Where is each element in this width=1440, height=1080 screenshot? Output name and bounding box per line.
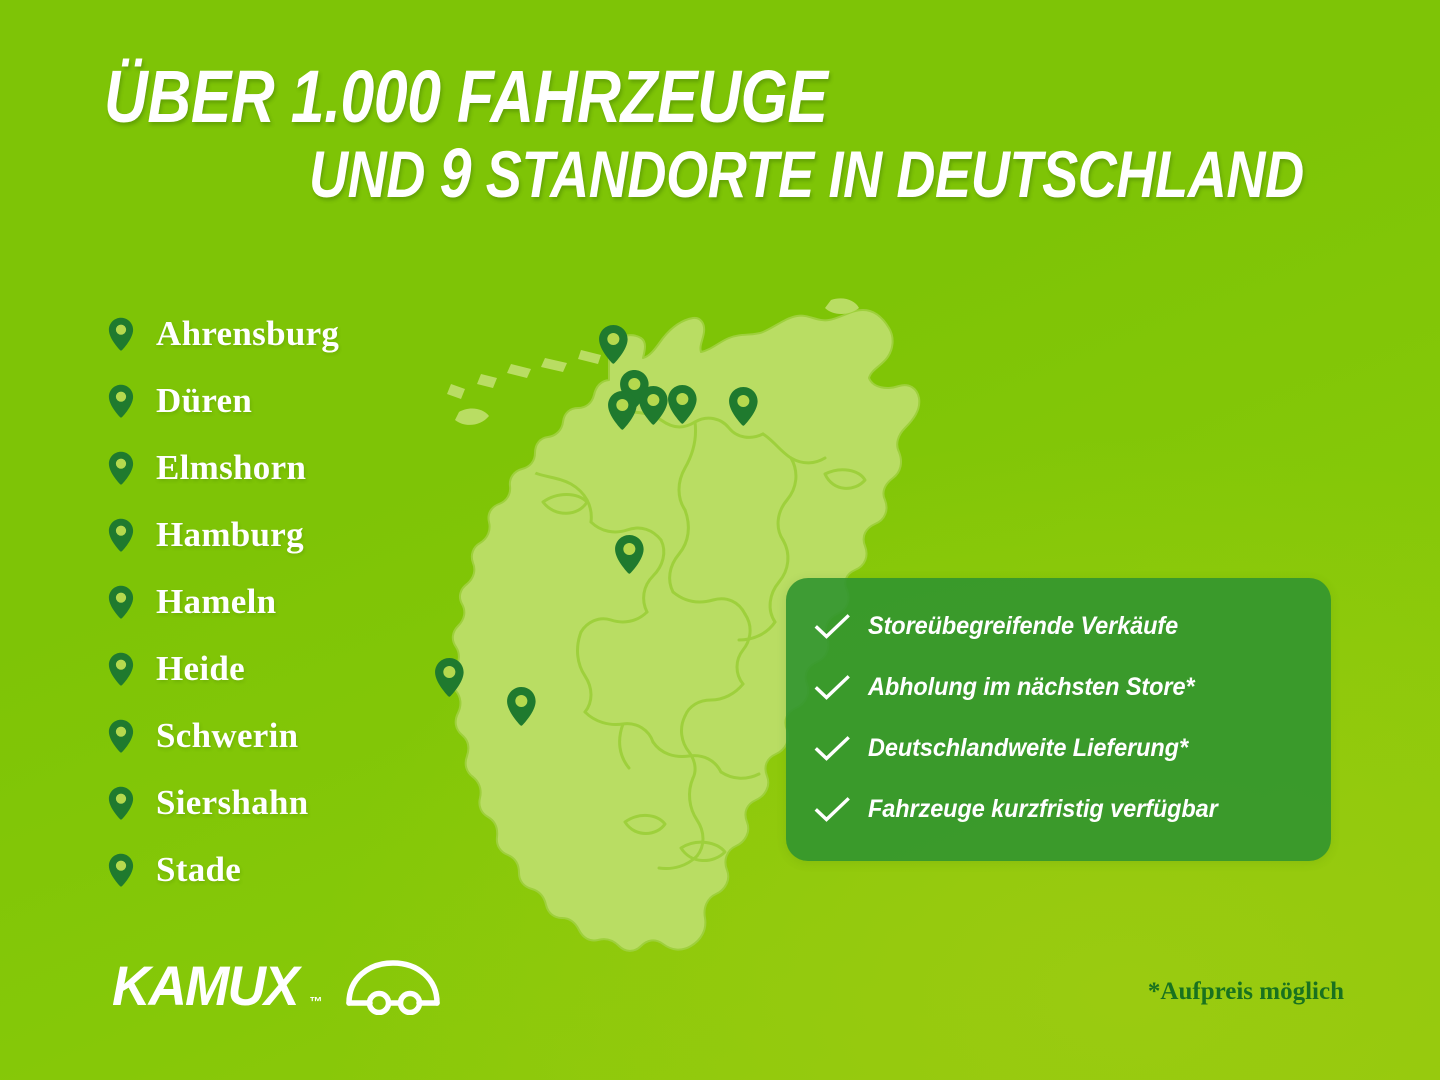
list-item[interactable]: Elmshorn bbox=[108, 434, 438, 501]
benefit-item: Storeübegreifende Verkäufe bbox=[814, 596, 1317, 657]
benefits-panel: Storeübegreifende Verkäufe Abholung im n… bbox=[786, 578, 1331, 861]
list-item[interactable]: Heide bbox=[108, 635, 438, 702]
germany-map bbox=[395, 288, 935, 998]
map-pin-ahrensburg[interactable] bbox=[639, 385, 668, 425]
map-pin-icon bbox=[108, 518, 134, 552]
map-pin-icon bbox=[108, 652, 134, 686]
list-item-label: Hamburg bbox=[156, 514, 304, 554]
trademark-symbol: ™ bbox=[309, 994, 323, 1009]
map-pin-dueren[interactable] bbox=[435, 657, 464, 697]
map-pin-icon bbox=[108, 853, 134, 887]
map-pin-icon bbox=[108, 317, 134, 351]
map-pin-hameln[interactable] bbox=[615, 534, 644, 574]
list-item-label: Heide bbox=[156, 648, 245, 688]
map-pin-icon bbox=[108, 451, 134, 485]
brand-wordmark: KAMUX bbox=[112, 954, 299, 1017]
map-landmass bbox=[447, 298, 921, 952]
list-item[interactable]: Düren bbox=[108, 367, 438, 434]
list-item-label: Stade bbox=[156, 849, 242, 889]
benefit-label: Storeübegreifende Verkäufe bbox=[868, 612, 1179, 640]
list-item[interactable]: Siershahn bbox=[108, 769, 438, 836]
list-item-label: Düren bbox=[156, 380, 253, 420]
list-item[interactable]: Hameln bbox=[108, 568, 438, 635]
list-item[interactable]: Ahrensburg bbox=[108, 300, 438, 367]
list-item-label: Schwerin bbox=[156, 715, 299, 755]
map-pin-icon bbox=[108, 719, 134, 753]
headline-line-1: ÜBER 1.000 FAHRZEUGE bbox=[104, 55, 828, 138]
benefit-item: Fahrzeuge kurzfristig verfügbar bbox=[814, 779, 1317, 840]
list-item[interactable]: Schwerin bbox=[108, 702, 438, 769]
check-icon bbox=[814, 613, 850, 639]
map-pin-group bbox=[435, 324, 758, 726]
map-pin-icon bbox=[108, 786, 134, 820]
list-item-label: Hameln bbox=[156, 581, 277, 621]
benefit-item: Abholung im nächsten Store* bbox=[814, 657, 1317, 718]
benefits-list: Storeübegreifende Verkäufe Abholung im n… bbox=[814, 596, 1317, 840]
map-pin-heide[interactable] bbox=[599, 324, 628, 364]
list-item[interactable]: Hamburg bbox=[108, 501, 438, 568]
list-item-label: Siershahn bbox=[156, 782, 309, 822]
island bbox=[477, 374, 497, 388]
check-icon bbox=[814, 796, 850, 822]
benefit-label: Deutschlandweite Lieferung* bbox=[868, 734, 1188, 762]
car-outline-icon bbox=[346, 960, 441, 1015]
germany-map-svg bbox=[435, 298, 921, 952]
list-item-label: Ahrensburg bbox=[156, 313, 340, 353]
check-icon bbox=[814, 735, 850, 761]
brand-logo[interactable]: KAMUX ™ bbox=[112, 957, 442, 1015]
page-title: ÜBER 1.000 FAHRZEUGE UND 9 STANDORTE IN … bbox=[104, 55, 1384, 208]
benefit-item: Deutschlandweite Lieferung* bbox=[814, 718, 1317, 779]
check-icon bbox=[814, 674, 850, 700]
map-pin-hamburg[interactable] bbox=[668, 384, 697, 424]
headline-line-2: UND 9 STANDORTE IN DEUTSCHLAND bbox=[309, 138, 1304, 208]
location-list: Ahrensburg Düren Elmshorn Hamburg bbox=[108, 300, 438, 903]
benefit-label: Abholung im nächsten Store* bbox=[868, 673, 1195, 701]
island bbox=[447, 384, 465, 399]
island bbox=[455, 408, 489, 425]
list-item-label: Elmshorn bbox=[156, 447, 307, 487]
island bbox=[578, 350, 601, 364]
island bbox=[541, 358, 567, 372]
map-pin-siershahn[interactable] bbox=[507, 686, 536, 726]
island bbox=[507, 364, 531, 378]
map-pin-schwerin[interactable] bbox=[729, 386, 758, 426]
headline-line-2-suffix: STANDORTE IN DEUTSCHLAND bbox=[471, 137, 1304, 212]
map-pin-stade[interactable] bbox=[608, 390, 637, 430]
headline-line-2-prefix: UND bbox=[309, 137, 440, 212]
island bbox=[825, 298, 859, 314]
list-item[interactable]: Stade bbox=[108, 836, 438, 903]
map-pin-icon bbox=[108, 384, 134, 418]
benefit-label: Fahrzeuge kurzfristig verfügbar bbox=[868, 795, 1218, 823]
footnote: *Aufpreis möglich bbox=[1147, 978, 1344, 1005]
map-pin-icon bbox=[108, 585, 134, 619]
headline-location-count: 9 bbox=[439, 134, 472, 213]
